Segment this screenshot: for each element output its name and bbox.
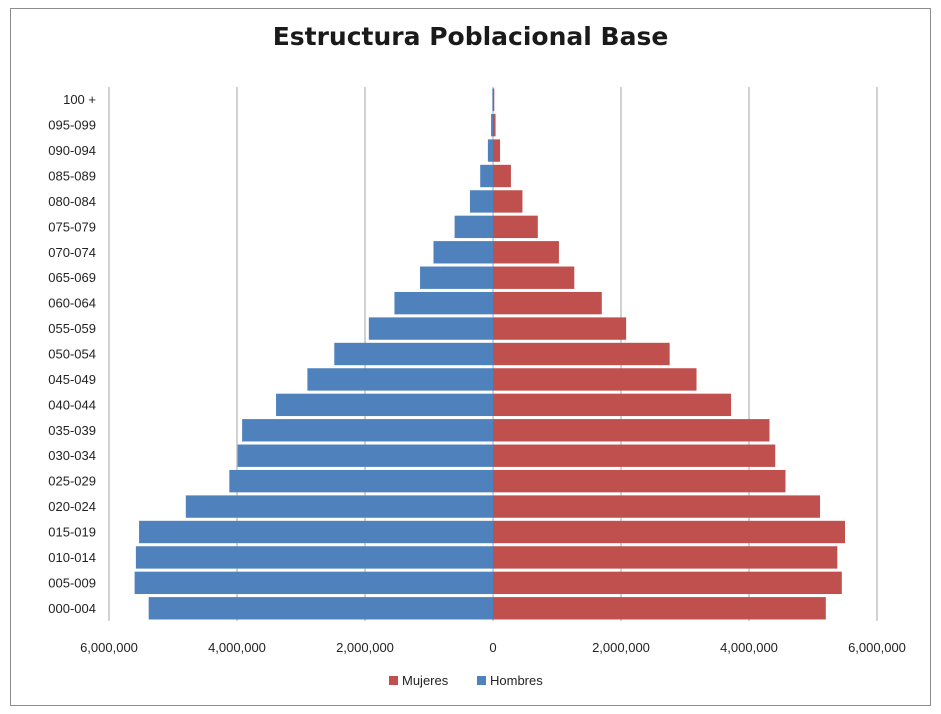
x-tick-label: 2,000,000 — [336, 640, 394, 655]
y-tick-label: 050-054 — [48, 347, 96, 362]
x-axis-labels: 6,000,000 4,000,000 2,000,000 0 2,000,000 4,0… — [80, 640, 906, 655]
y-tick-label: 090-094 — [48, 143, 96, 158]
x-tick-label: 0 — [489, 640, 496, 655]
legend-swatch-mujeres — [389, 676, 398, 685]
y-tick-label: 070-074 — [48, 245, 96, 260]
x-tick-label: 4,000,000 — [720, 640, 778, 655]
bar-mujeres-005-009 — [493, 571, 842, 595]
bar-mujeres-000-004 — [493, 597, 826, 620]
y-tick-label: 095-099 — [48, 118, 96, 133]
bar-hombres-055-059 — [368, 317, 493, 340]
bar-hombres-085-089 — [480, 164, 493, 188]
x-tick-label: 4,000,000 — [208, 640, 266, 655]
bar-mujeres-065-069 — [493, 266, 575, 289]
bar-mujeres-015-019 — [493, 520, 845, 544]
y-tick-label: 080-084 — [48, 194, 96, 209]
bar-hombres-095-099 — [491, 113, 493, 137]
bar-hombres-020-024 — [185, 495, 494, 518]
legend-label-mujeres: Mujeres — [402, 673, 449, 688]
bar-mujeres-050-054 — [493, 342, 670, 366]
bar-hombres-060-064 — [394, 291, 493, 315]
y-tick-label: 035-039 — [48, 423, 96, 438]
bar-mujeres-060-064 — [493, 291, 602, 315]
bar-hombres-070-074 — [433, 241, 493, 264]
bar-hombres-065-069 — [420, 266, 493, 289]
legend-label-hombres: Hombres — [490, 673, 543, 688]
bar-mujeres-040-044 — [493, 393, 732, 417]
bar-hombres-025-029 — [229, 469, 493, 493]
y-tick-label: 025-029 — [48, 474, 96, 489]
bar-mujeres-100 + — [493, 88, 495, 111]
bar-mujeres-035-039 — [493, 419, 770, 442]
bars — [134, 88, 845, 620]
bar-mujeres-075-079 — [493, 215, 538, 239]
bar-hombres-015-019 — [139, 520, 493, 544]
legend-swatch-hombres — [477, 676, 486, 685]
y-tick-label: 065-069 — [48, 270, 96, 285]
bar-mujeres-030-034 — [493, 444, 776, 467]
y-tick-label: 055-059 — [48, 321, 96, 336]
bar-mujeres-080-084 — [493, 190, 523, 213]
bar-hombres-035-039 — [242, 419, 493, 442]
y-tick-label: 005-009 — [48, 575, 96, 590]
bar-mujeres-025-029 — [493, 469, 786, 493]
y-tick-label: 015-019 — [48, 525, 96, 540]
y-tick-label: 030-034 — [48, 448, 96, 463]
y-tick-label: 000-004 — [48, 601, 96, 616]
bar-hombres-005-009 — [134, 571, 493, 595]
y-tick-label: 010-014 — [48, 550, 96, 565]
bar-hombres-080-084 — [469, 190, 493, 213]
bar-hombres-050-054 — [334, 342, 493, 366]
bar-hombres-090-094 — [487, 139, 493, 162]
bar-hombres-045-049 — [307, 368, 493, 391]
bar-hombres-010-014 — [135, 546, 493, 569]
chart-title: Estructura Poblacional Base — [272, 22, 669, 51]
bar-mujeres-090-094 — [493, 139, 501, 162]
bar-hombres-075-079 — [454, 215, 493, 239]
legend: Mujeres Hombres — [389, 673, 543, 688]
x-tick-label: 2,000,000 — [592, 640, 650, 655]
x-tick-label: 6,000,000 — [848, 640, 906, 655]
bar-mujeres-070-074 — [493, 241, 559, 264]
bar-mujeres-095-099 — [493, 113, 496, 137]
y-tick-label: 060-064 — [48, 296, 96, 311]
bar-mujeres-045-049 — [493, 368, 697, 391]
bar-mujeres-055-059 — [493, 317, 627, 340]
y-tick-label: 085-089 — [48, 169, 96, 184]
y-tick-label: 045-049 — [48, 372, 96, 387]
x-tick-label: 6,000,000 — [80, 640, 138, 655]
bar-mujeres-010-014 — [493, 546, 838, 569]
y-tick-label: 040-044 — [48, 397, 96, 412]
y-axis-labels: 000-004 005-009 010-014 015-019 020-024 025-0… — [48, 92, 96, 616]
bar-hombres-040-044 — [276, 393, 493, 417]
y-tick-label: 100 + — [63, 92, 96, 107]
y-tick-label: 075-079 — [48, 219, 96, 234]
bar-hombres-030-034 — [237, 444, 493, 467]
bar-mujeres-085-089 — [493, 164, 511, 188]
bar-mujeres-020-024 — [493, 495, 821, 518]
bar-hombres-000-004 — [148, 597, 493, 620]
bar-hombres-100 + — [492, 88, 493, 111]
y-tick-label: 020-024 — [48, 499, 96, 514]
